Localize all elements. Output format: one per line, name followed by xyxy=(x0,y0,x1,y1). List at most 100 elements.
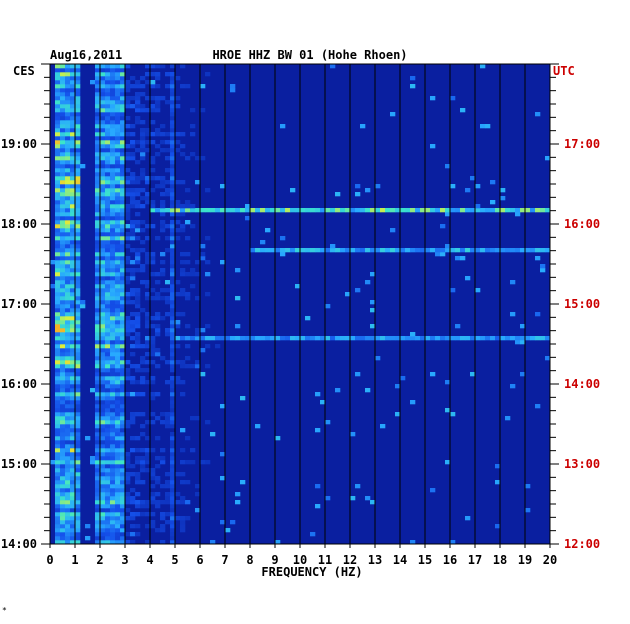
spectrogram-cell xyxy=(155,184,161,189)
spectrogram-cell xyxy=(70,240,76,245)
spectrogram-cell xyxy=(100,244,106,249)
spectrogram-cell xyxy=(70,324,76,329)
spectrogram-cell xyxy=(120,348,126,353)
spectrogram-cell xyxy=(250,336,256,341)
spectrogram-cell xyxy=(165,188,171,193)
spectrogram-cell xyxy=(95,128,101,133)
spectrogram-cell xyxy=(95,352,101,357)
spectrogram-cell xyxy=(65,460,71,465)
spectrogram-cell xyxy=(95,420,101,425)
spectrogram-cell xyxy=(65,272,71,277)
spectrogram-cell xyxy=(125,280,131,285)
spectrogram-cell xyxy=(105,316,111,321)
spectrogram-cell xyxy=(170,528,176,533)
spectrogram-cell xyxy=(335,336,341,341)
spectrogram-cell xyxy=(170,496,176,501)
spectrogram-cell xyxy=(170,204,176,209)
spectrogram-cell xyxy=(55,280,61,285)
spectrogram-cell xyxy=(55,392,61,397)
spectrogram-cell xyxy=(505,416,511,421)
spectrogram-cell xyxy=(95,496,101,501)
spectrogram-cell xyxy=(145,352,151,357)
spectrogram-cell xyxy=(170,320,176,325)
spectrogram-cell xyxy=(120,284,126,289)
spectrogram-cell xyxy=(170,228,176,233)
spectrogram-cell xyxy=(540,268,546,273)
spectrogram-cell xyxy=(445,460,451,465)
spectrogram-cell xyxy=(115,240,121,245)
spectrogram-cell xyxy=(355,288,361,293)
spectrogram-cell xyxy=(110,248,116,253)
spectrogram-cell xyxy=(55,112,61,117)
spectrogram-cell xyxy=(75,444,81,449)
spectrogram-cell xyxy=(65,432,71,437)
spectrogram-cell xyxy=(175,180,181,185)
spectrogram-cell xyxy=(110,500,116,505)
spectrogram-cell xyxy=(450,336,456,341)
x-tick-label: 19 xyxy=(518,553,532,567)
spectrogram-cell xyxy=(120,208,126,213)
spectrogram-cell xyxy=(90,388,96,393)
spectrogram-cell xyxy=(230,520,236,525)
spectrogram-cell xyxy=(545,156,551,161)
spectrogram-cell xyxy=(60,480,66,485)
spectrogram-cell xyxy=(125,256,131,261)
spectrogram-cell xyxy=(230,336,236,341)
spectrogram-cell xyxy=(110,164,116,169)
spectrogram-cell xyxy=(160,260,166,265)
spectrogram-cell xyxy=(120,384,126,389)
spectrogram-cell xyxy=(180,336,186,341)
spectrogram-cell xyxy=(75,288,81,293)
spectrogram-cell xyxy=(110,428,116,433)
spectrogram-cell xyxy=(60,380,66,385)
spectrogram-cell xyxy=(210,540,216,545)
spectrogram-cell xyxy=(115,92,121,97)
spectrogram-cell xyxy=(170,532,176,537)
spectrogram-cell xyxy=(285,208,291,213)
spectrogram-cell xyxy=(130,300,136,305)
spectrogram-cell xyxy=(130,124,136,129)
spectrogram-cell xyxy=(125,216,131,221)
spectrogram-cell xyxy=(105,100,111,105)
spectrogram-cell xyxy=(70,228,76,233)
spectrogram-cell xyxy=(70,428,76,433)
spectrogram-cell xyxy=(100,124,106,129)
spectrogram-cell xyxy=(75,204,81,209)
spectrogram-cell xyxy=(510,384,516,389)
spectrogram-cell xyxy=(130,412,136,417)
spectrogram-cell xyxy=(115,244,121,249)
spectrogram-cell xyxy=(140,204,146,209)
spectrogram-cell xyxy=(115,128,121,133)
spectrogram-cell xyxy=(485,248,491,253)
spectrogram-cell xyxy=(220,184,226,189)
spectrogram-cell xyxy=(65,420,71,425)
spectrogram-cell xyxy=(135,108,141,113)
spectrogram-cell xyxy=(500,248,506,253)
spectrogram-cell xyxy=(120,468,126,473)
spectrogram-cell xyxy=(160,516,166,521)
spectrogram-cell xyxy=(75,388,81,393)
spectrogram-cell xyxy=(55,132,61,137)
spectrogram-cell xyxy=(65,400,71,405)
spectrogram-cell xyxy=(150,324,156,329)
spectrogram-cell xyxy=(100,296,106,301)
spectrogram-cell xyxy=(110,92,116,97)
spectrogram-cell xyxy=(100,260,106,265)
spectrogram-cell xyxy=(65,136,71,141)
spectrogram-cell xyxy=(95,188,101,193)
spectrogram-cell xyxy=(265,336,271,341)
spectrogram-cell xyxy=(95,236,101,241)
spectrogram-cell xyxy=(120,224,126,229)
spectrogram-cell xyxy=(65,144,71,149)
spectrogram-cell xyxy=(120,296,126,301)
spectrogram-cell xyxy=(110,444,116,449)
spectrogram-cell xyxy=(115,500,121,505)
spectrogram-cell xyxy=(65,80,71,85)
spectrogram-cell xyxy=(200,252,206,257)
spectrogram-cell xyxy=(230,208,236,213)
spectrogram-cell xyxy=(55,188,61,193)
spectrogram-cell xyxy=(65,492,71,497)
spectrogram-cell xyxy=(55,412,61,417)
spectrogram-cell xyxy=(315,392,321,397)
spectrogram-cell xyxy=(165,140,171,145)
